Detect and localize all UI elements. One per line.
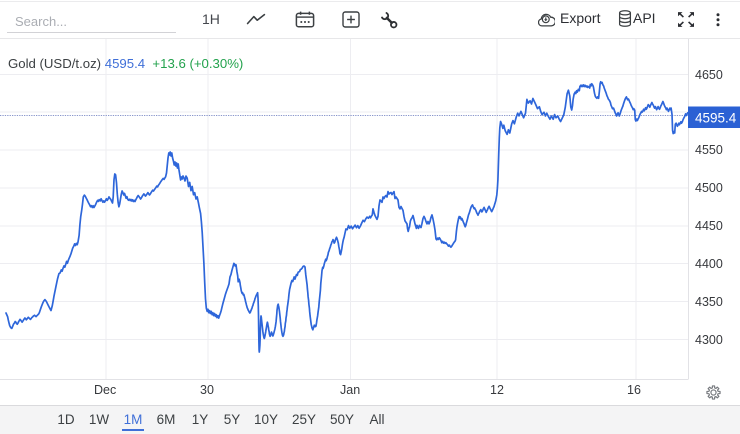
svg-text:4595.4: 4595.4 <box>695 110 737 125</box>
